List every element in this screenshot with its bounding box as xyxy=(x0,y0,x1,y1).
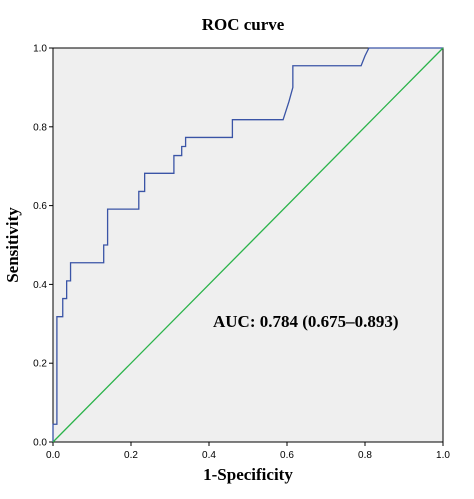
chart-title: ROC curve xyxy=(202,15,285,34)
roc-curve-line xyxy=(52,47,443,442)
axis-ticks: 0.0 0.2 0.4 0.6 0.8 1.0 0.0 0.2 0.4 0.6 0.8 1.0 xyxy=(33,44,450,462)
x-tick-label: 0.6 xyxy=(280,450,294,461)
y-tick-label: 0.8 xyxy=(33,122,47,133)
series-group xyxy=(52,47,444,443)
y-tick-label: 0.6 xyxy=(33,201,47,212)
x-tick-label: 1.0 xyxy=(436,450,450,461)
x-tick-label: 0.2 xyxy=(124,450,138,461)
x-tick-label: 0.0 xyxy=(46,450,60,461)
y-tick-label: 1.0 xyxy=(33,44,47,55)
x-axis-label: 1-Specificity xyxy=(203,465,293,484)
x-tick-label: 0.4 xyxy=(202,450,216,461)
y-tick-label: 0.2 xyxy=(33,359,47,370)
y-tick-label: 0.4 xyxy=(33,280,47,291)
x-tick-label: 0.8 xyxy=(358,450,372,461)
y-axis-label: Sensitivity xyxy=(3,207,22,283)
y-tick-label: 0.0 xyxy=(33,438,47,449)
reference-diagonal-line xyxy=(52,47,444,443)
auc-annotation: AUC: 0.784 (0.675–0.893) xyxy=(213,312,399,331)
